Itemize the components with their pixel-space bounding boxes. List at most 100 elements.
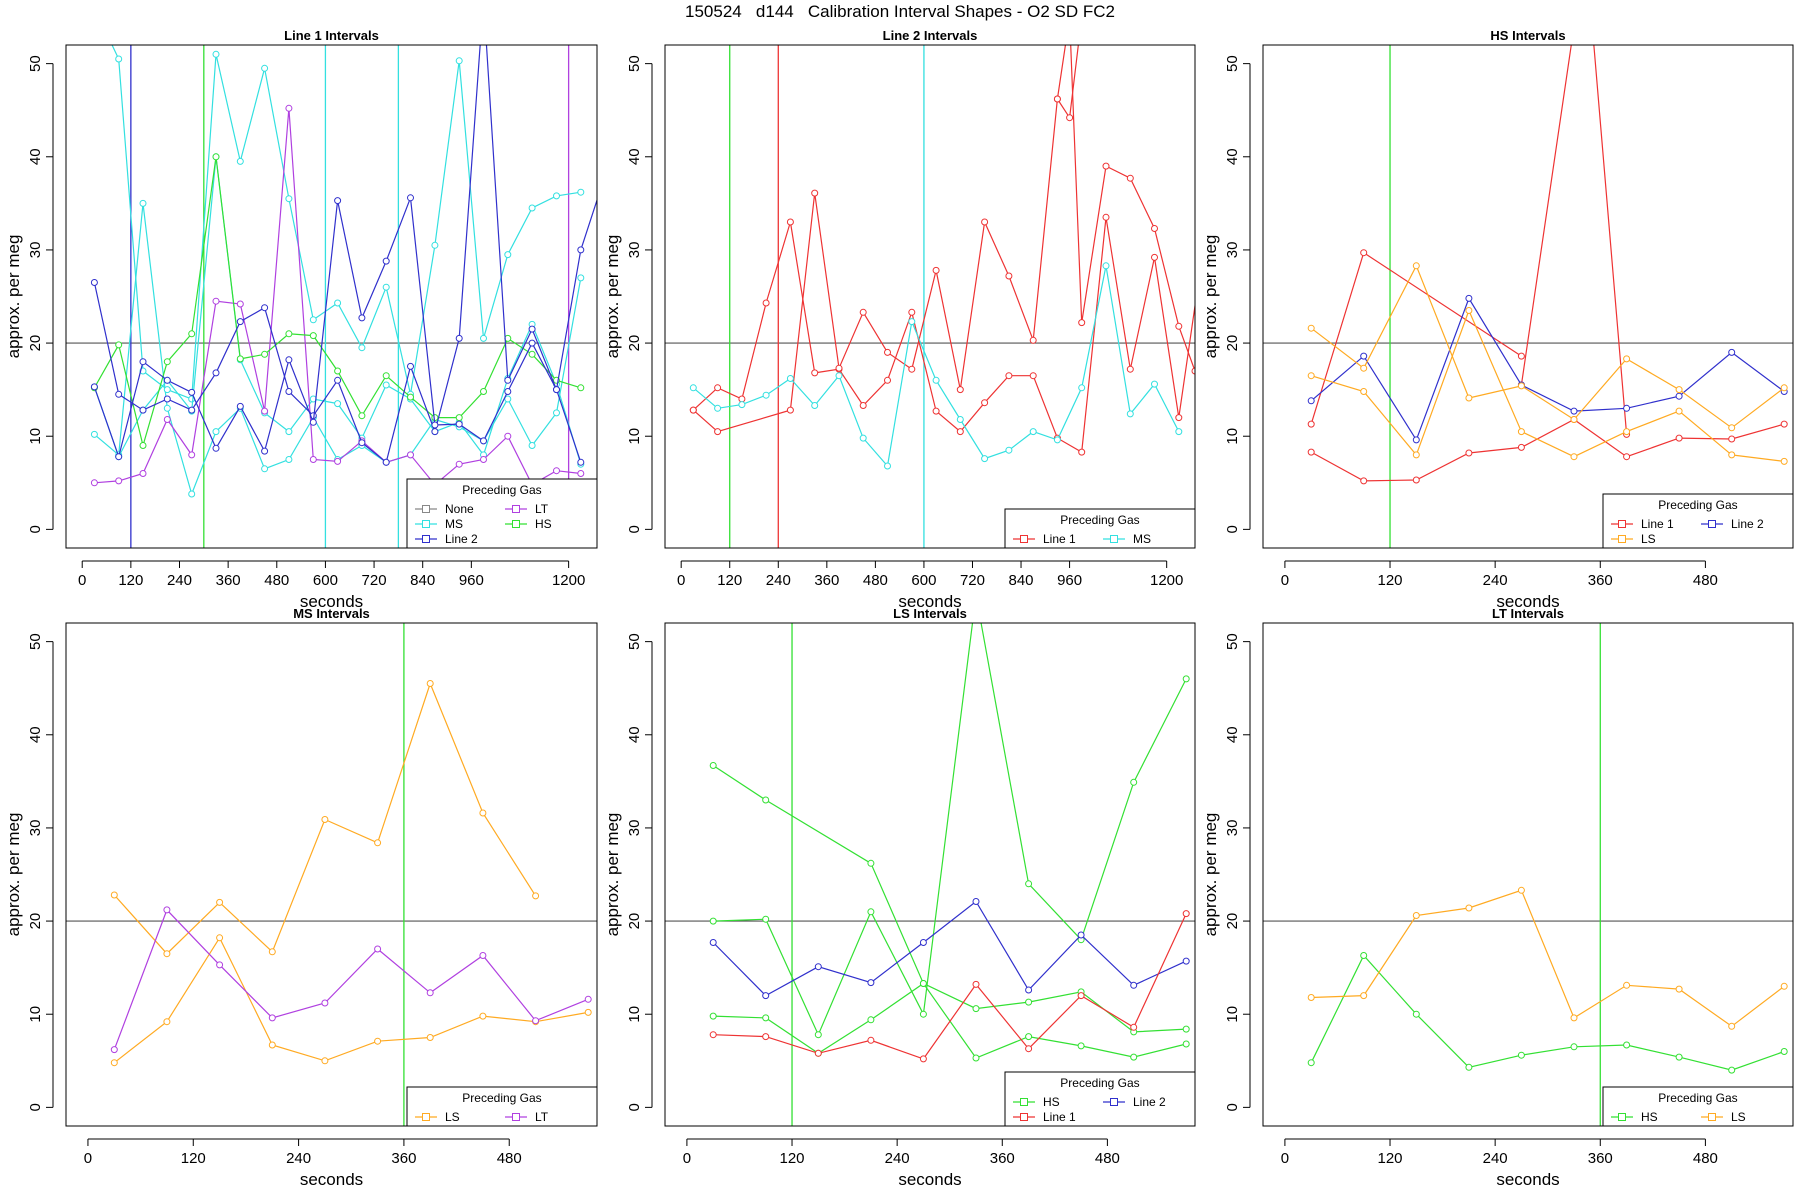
data-point [236, 355, 244, 363]
data-point [188, 451, 196, 459]
data-point [163, 1018, 171, 1026]
data-point [956, 386, 964, 394]
data-point [714, 428, 722, 436]
panel-title: MS Intervals [293, 606, 370, 621]
data-point [236, 157, 244, 165]
series-line [1310, 297, 1785, 442]
data-point [115, 341, 123, 349]
x-axis-label: seconds [300, 592, 363, 611]
panel-title: LS Intervals [893, 606, 967, 621]
chart-panel-5: LS Intervals 0 10 20 30 40 50 approx. per meg 0 1… [603, 606, 1196, 1189]
series-line-2 [709, 898, 1190, 1000]
data-point [1005, 446, 1013, 454]
data-point [1675, 1053, 1683, 1061]
data-point [212, 444, 220, 452]
series-hs [709, 980, 1190, 1057]
data-point [786, 375, 794, 382]
legend-label: HS [1043, 1095, 1060, 1109]
data-point [1623, 428, 1631, 436]
data-point [932, 376, 940, 384]
data-point [762, 992, 770, 1000]
data-point [1780, 384, 1788, 392]
data-point [1053, 95, 1061, 103]
x-tick-label: 240 [885, 1150, 910, 1167]
data-point [1025, 986, 1033, 994]
data-point [1005, 272, 1013, 280]
data-point [1078, 448, 1086, 456]
series-lt [110, 906, 592, 1054]
data-point [1126, 410, 1134, 418]
data-point [867, 859, 875, 867]
data-point [532, 892, 540, 900]
y-tick-label: 50 [27, 55, 44, 72]
legend-box [1004, 508, 1196, 549]
data-point [1130, 1053, 1138, 1061]
y-tick-label: 20 [626, 335, 643, 352]
series-ls [1307, 307, 1788, 465]
data-point [321, 1057, 329, 1065]
x-axis: 0 120 240 360 480 [84, 1138, 522, 1167]
data-point [285, 388, 293, 395]
data-point [981, 455, 989, 463]
data-point [1465, 294, 1473, 302]
data-point [110, 891, 118, 899]
legend-label: Line 2 [1133, 1095, 1166, 1109]
x-tick-label: 480 [1095, 1150, 1120, 1167]
data-point [358, 412, 366, 420]
data-point [261, 447, 269, 455]
data-point [1517, 428, 1525, 436]
data-point [762, 1033, 770, 1041]
data-point [577, 384, 585, 392]
data-point [110, 1046, 118, 1054]
data-point [1465, 307, 1473, 314]
data-point [1780, 1048, 1788, 1055]
data-point [1728, 435, 1736, 443]
data-point [212, 428, 220, 436]
data-point [268, 1041, 276, 1049]
data-point [709, 1031, 717, 1039]
legend-swatch-marker [1618, 1113, 1626, 1121]
chart-panel-3: HS Intervals 0 10 20 30 40 50 approx. per meg 0 1… [1201, 28, 1794, 611]
data-point [1126, 174, 1134, 182]
y-tick-label: 0 [1224, 1103, 1241, 1111]
data-point [212, 153, 220, 161]
legend-entry: LS [415, 1110, 460, 1124]
data-point [268, 948, 276, 956]
data-point [1025, 1033, 1033, 1041]
data-point [814, 1031, 822, 1039]
data-point [1029, 372, 1037, 380]
legend-title: Preceding Gas [462, 483, 541, 497]
data-point [981, 218, 989, 226]
x-tick-label: 240 [1483, 1150, 1508, 1167]
data-point [382, 381, 390, 389]
data-point [1465, 449, 1473, 457]
data-point [1623, 404, 1631, 412]
data-point [1053, 436, 1061, 444]
legend-entry: Line 2 [1103, 1095, 1166, 1109]
data-point [1307, 448, 1315, 456]
x-tick-label: 120 [1378, 1150, 1403, 1167]
data-point [956, 416, 964, 423]
data-point [1517, 886, 1525, 894]
y-tick-label: 20 [1224, 913, 1241, 930]
x-tick-label: 840 [410, 572, 435, 589]
data-point [786, 218, 794, 226]
data-point [1182, 1025, 1190, 1033]
x-axis-label: seconds [898, 1170, 961, 1189]
legend-box [1602, 493, 1794, 549]
data-point [1728, 424, 1736, 432]
data-point [709, 939, 717, 946]
data-point [431, 421, 439, 429]
data-point [1517, 1051, 1525, 1059]
data-point [358, 314, 366, 322]
data-point [1517, 352, 1525, 360]
data-point [859, 434, 867, 442]
series-hs [709, 623, 1190, 1039]
data-point [309, 332, 317, 340]
legend: Preceding Gas None LT MS HS Line 2 [406, 478, 598, 549]
data-point [1079, 14, 1085, 20]
legend-entry: MS [415, 517, 463, 531]
data-point [382, 458, 390, 466]
x-axis: 0 120 240 360 480 [683, 1138, 1120, 1167]
data-point [1570, 407, 1578, 415]
